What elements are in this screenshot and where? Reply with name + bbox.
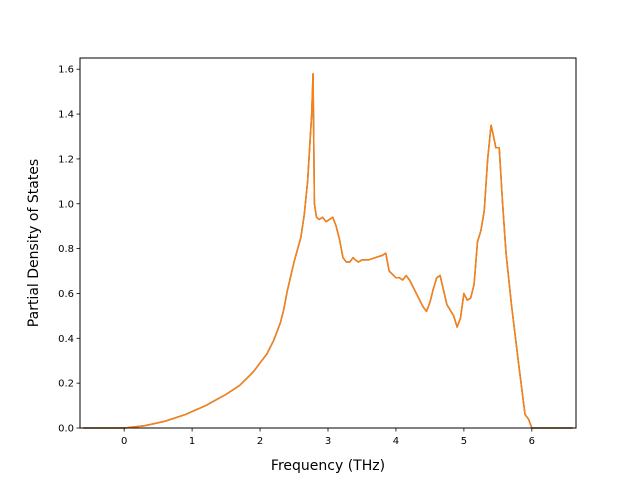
y-tick-label: 0.4 <box>58 334 74 345</box>
x-tick-label: 1 <box>189 436 195 447</box>
y-tick-label: 1.0 <box>58 199 74 210</box>
x-tick-label: 3 <box>325 436 331 447</box>
x-tick-label: 4 <box>393 436 399 447</box>
x-tick-label: 0 <box>121 436 127 447</box>
y-tick-label: 0.8 <box>58 244 74 255</box>
y-tick-label: 1.2 <box>58 154 74 165</box>
ticks-layer: 0 1 2 3 4 5 6 0.0 0.2 0.4 0.6 0.8 1.0 1.2 1.4 1.6 <box>58 65 535 447</box>
y-tick-label: 0.6 <box>58 289 74 300</box>
y-tick-label: 0.2 <box>58 379 74 390</box>
x-tick-label: 6 <box>529 436 535 447</box>
series-layer <box>82 72 574 429</box>
y-tick-label: 1.4 <box>58 110 74 121</box>
y-axis-label: Partial Density of States <box>26 159 42 327</box>
plot-frame <box>79 57 577 429</box>
y-tick-label: 0.0 <box>58 424 74 435</box>
series-line-2 <box>82 72 574 429</box>
y-tick-label: 1.6 <box>58 65 74 76</box>
x-tick-label: 2 <box>257 436 263 447</box>
x-tick-label: 5 <box>461 436 467 447</box>
x-axis-label: Frequency (THz) <box>271 458 385 474</box>
